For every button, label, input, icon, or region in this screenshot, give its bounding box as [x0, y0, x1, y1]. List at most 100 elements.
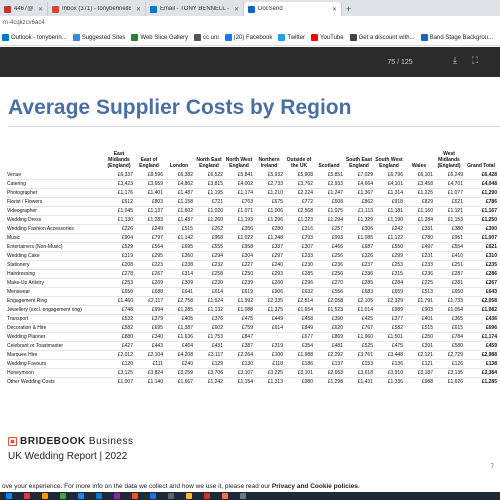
column-header: Northern Ireland — [258, 157, 280, 169]
table-cell: £238 — [164, 260, 194, 270]
table-cell: £2,733 — [254, 179, 284, 189]
table-cell: £121 — [404, 359, 434, 369]
table-cell: £847 — [224, 332, 254, 342]
table-cell: £3,761 — [344, 350, 374, 360]
table-cell: £2,568 — [284, 206, 314, 216]
table-cell: £297 — [254, 251, 284, 261]
table-cell: £233 — [284, 251, 314, 261]
table-cell: £695 — [134, 323, 164, 333]
cookie-banner: ove your experience. For more info on th… — [0, 482, 500, 492]
table-row: Wedding Favours £120 £111 £240 £129 £130 £118 £… — [6, 359, 498, 369]
taskbar-app-icon[interactable] — [150, 493, 156, 499]
table-cell: £1,626 — [434, 377, 464, 386]
table-cell: £780 — [404, 233, 434, 243]
column-header: North West England — [225, 157, 253, 169]
table-cell: £458 — [284, 314, 314, 324]
table-cell: £1,088 — [224, 305, 254, 315]
tab-close-icon[interactable]: ✕ — [37, 6, 43, 13]
bookmark-item[interactable]: YouTube — [311, 34, 344, 41]
address-bar[interactable]: m-4cqkzcv6ac4 — [0, 16, 500, 30]
table-cell: £253 — [104, 278, 134, 288]
table-cell: £1,132 — [194, 305, 224, 315]
column-header — [6, 147, 104, 171]
browser-tab[interactable]: DocSend ✕ — [244, 2, 342, 16]
table-row: Wedding Fashion Accessories £226 £249 £515 £… — [6, 224, 498, 234]
browser-tab[interactable]: Inbox (371) - tonybennell85@gm ✕ — [48, 2, 146, 16]
bookmark-item[interactable]: Twitter — [278, 34, 305, 41]
table-cell: £410 — [434, 251, 464, 261]
table-cell: £1,154 — [224, 377, 254, 386]
tab-close-icon[interactable]: ✕ — [331, 6, 337, 13]
bookmark-label: YouTube — [320, 34, 344, 41]
table-cell: £256 — [314, 251, 344, 261]
bookmark-item[interactable]: Suggested Sites — [72, 34, 126, 41]
taskbar-app-icon[interactable] — [132, 493, 138, 499]
browser-tab[interactable]: Email - TONY BENNELL - Outlo ✕ — [146, 2, 244, 16]
table-row: Stationery £208 £223 £238 £232 £227 £240 £230 £2… — [6, 260, 498, 270]
tab-close-icon[interactable]: ✕ — [233, 6, 239, 13]
taskbar-app-icon[interactable] — [42, 493, 48, 499]
table-cell: £2,012 — [104, 350, 134, 360]
table-cell: £326 — [344, 251, 374, 261]
bookmark-item[interactable]: Web Slice Gallery — [131, 34, 188, 41]
tab-label: DocSend — [258, 6, 283, 12]
table-cell: £1,137 — [134, 206, 164, 216]
table-cell: £3,659 — [134, 179, 164, 189]
bookmark-label: Suggested Sites — [81, 34, 126, 41]
url-text[interactable]: m-4cqkzcv6ac4 — [3, 20, 45, 26]
fullscreen-icon[interactable]: ⛶ — [471, 55, 479, 65]
taskbar-app-icon[interactable] — [114, 493, 120, 499]
table-cell: £1,667 — [164, 377, 194, 386]
table-cell — [254, 332, 284, 342]
bookmark-item[interactable]: cc uni — [193, 34, 219, 41]
table-cell: £294 — [194, 251, 224, 261]
row-label: Decoration & Hire — [6, 323, 104, 333]
table-cell: £1,636 — [164, 332, 194, 342]
privacy-cookie-link[interactable]: Privacy and Cookie policies — [271, 483, 358, 490]
table-cell: £1,992 — [224, 296, 254, 306]
table-cell: £1,501 — [374, 332, 404, 342]
table-cell: £281 — [434, 278, 464, 288]
row-label: Stationery — [6, 260, 104, 270]
bookmark-item[interactable]: (20) Facebook — [224, 34, 272, 41]
table-cell: £337 — [254, 242, 284, 252]
table-cell: £377 — [374, 314, 404, 324]
download-icon[interactable]: ⤓ — [453, 55, 457, 65]
tab-close-icon[interactable]: ✕ — [135, 6, 141, 13]
row-label: Catering — [6, 179, 104, 189]
taskbar-app-icon[interactable] — [168, 493, 174, 499]
table-header-row: East Midlands (England) East of England Lo… — [6, 147, 498, 171]
table-cell: £904 — [104, 233, 134, 243]
table-cell: £186 — [284, 359, 314, 369]
tab-favicon-icon — [4, 5, 11, 13]
table-cell: £232 — [194, 260, 224, 270]
table-cell: £257 — [314, 224, 344, 234]
bookmark-label: Twitter — [287, 34, 306, 41]
table-cell: £310 — [464, 251, 498, 261]
taskbar-app-icon[interactable] — [6, 493, 12, 499]
taskbar-app-icon[interactable] — [186, 493, 192, 499]
table-cell: £1,988 — [284, 350, 314, 360]
table-cell: £1,375 — [254, 305, 284, 315]
table-cell: £233 — [404, 260, 434, 270]
table-cell: £1,142 — [164, 233, 194, 243]
browser-tab[interactable]: 4467@brook ✕ — [0, 2, 48, 16]
taskbar-app-icon[interactable] — [60, 493, 66, 499]
table-cell: £2,758 — [164, 296, 194, 306]
table-cell: £340 — [134, 332, 164, 342]
taskbar-app-icon[interactable] — [240, 493, 246, 499]
table-cell: £287 — [434, 269, 464, 279]
bookmark-item[interactable]: Get a discount with... — [349, 34, 415, 41]
taskbar-app-icon[interactable] — [78, 493, 84, 499]
bookmark-item[interactable]: Outlook - tonybenn... — [2, 34, 67, 41]
table-cell: £1,329 — [344, 215, 374, 225]
table-cell: £405 — [164, 314, 194, 324]
taskbar-app-icon[interactable] — [204, 493, 210, 499]
new-tab-button[interactable]: + — [346, 4, 352, 14]
taskbar-app-icon[interactable] — [222, 493, 228, 499]
bookmark-item[interactable]: Band Stage Backgrou... — [420, 34, 493, 41]
table-cell: £687 — [344, 242, 374, 252]
taskbar-app-icon[interactable] — [96, 493, 102, 499]
table-cell: £356 — [224, 224, 254, 234]
taskbar-app-icon[interactable] — [24, 493, 30, 499]
